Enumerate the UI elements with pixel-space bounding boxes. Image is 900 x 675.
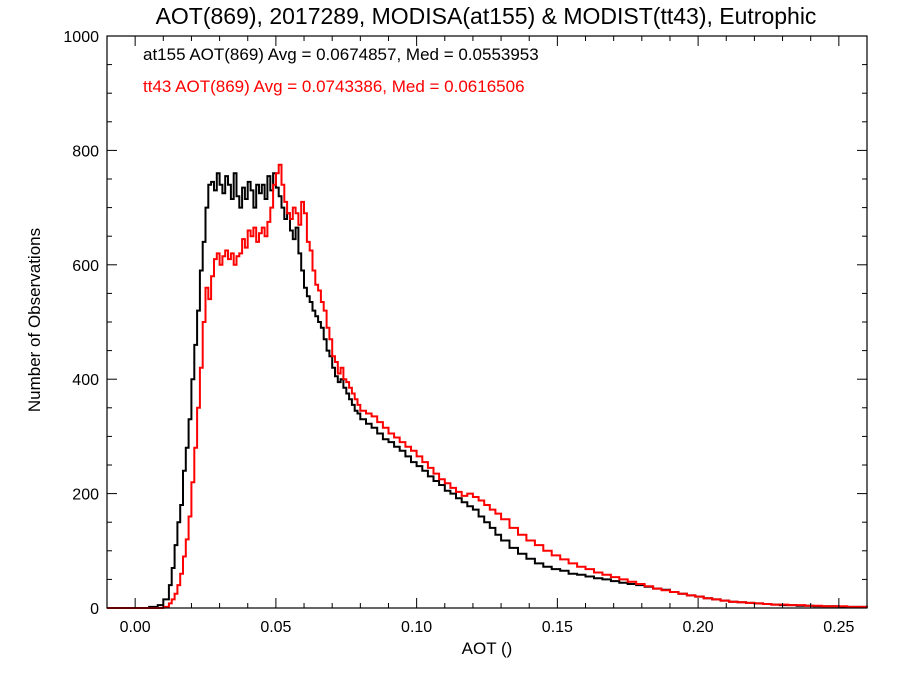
series-line-at155 — [107, 172, 868, 609]
annotation-tt43: tt43 AOT(869) Avg = 0.0743386, Med = 0.0… — [143, 77, 525, 96]
y-tick-label: 200 — [72, 487, 99, 504]
x-tick-label: 0.15 — [542, 619, 573, 636]
x-tick-label: 0.00 — [120, 619, 151, 636]
chart-title: AOT(869), 2017289, MODISA(at155) & MODIS… — [156, 3, 817, 29]
x-tick-label: 0.05 — [260, 619, 291, 636]
y-tick-label: 400 — [72, 372, 99, 389]
plot-area: 0.00 0.05 0.10 0.15 0.20 0.25 0 200 400 600 800 100… — [63, 29, 868, 636]
x-tick-label: 0.25 — [823, 619, 854, 636]
annotation-at155: at155 AOT(869) Avg = 0.0674857, Med = 0.… — [143, 45, 539, 64]
y-axis-label: Number of Observations — [25, 228, 44, 412]
x-tick-label: 0.20 — [683, 619, 714, 636]
series-line-tt43 — [107, 163, 868, 609]
y-tick-label: 0 — [90, 601, 99, 618]
y-tick-label: 800 — [72, 143, 99, 160]
y-tick-label: 1000 — [63, 29, 99, 46]
y-tick-label: 600 — [72, 258, 99, 275]
x-axis-label: AOT () — [462, 639, 513, 658]
x-tick-label: 0.10 — [401, 619, 432, 636]
